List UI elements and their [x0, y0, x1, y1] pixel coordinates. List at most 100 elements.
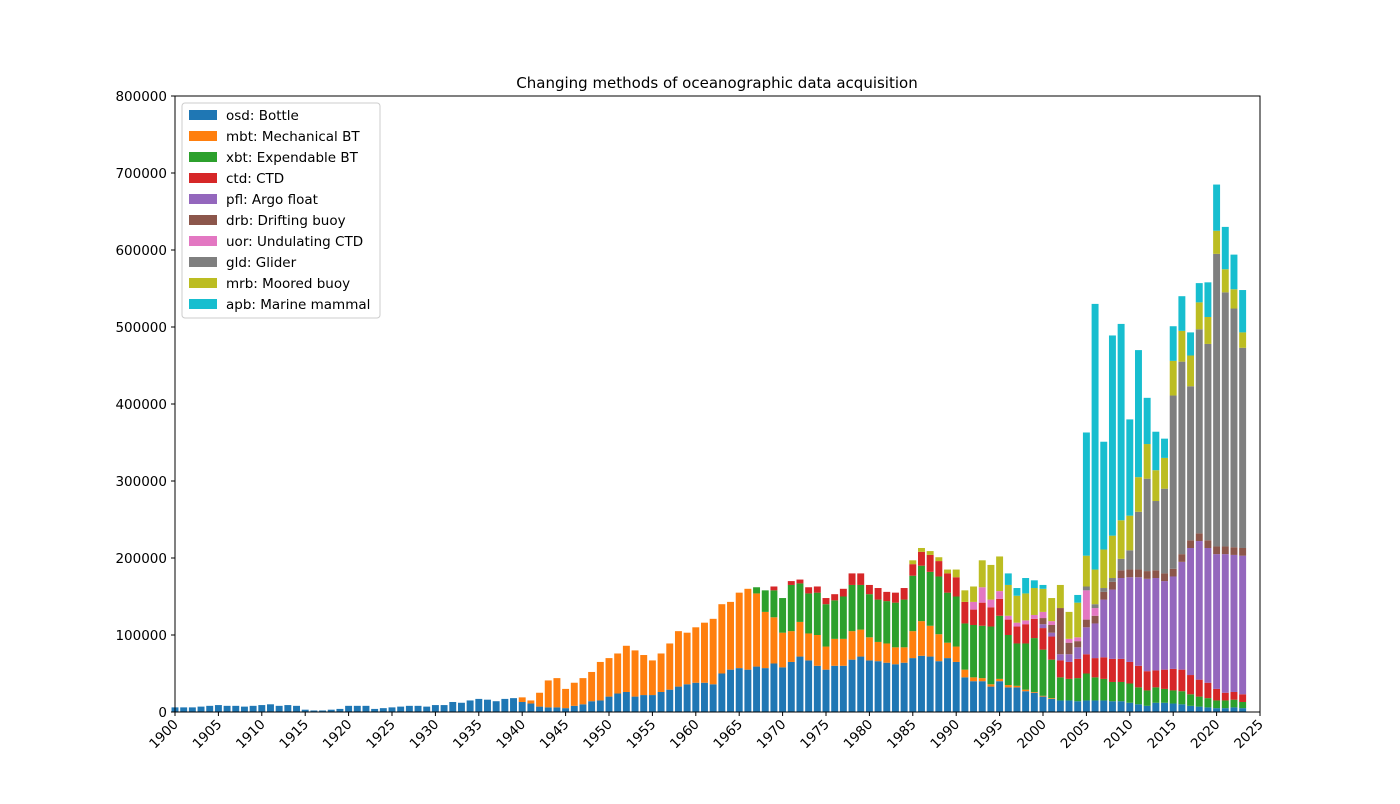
bar-segment-2017-series-7 — [1187, 386, 1195, 541]
bar-segment-1995-series-1 — [996, 678, 1004, 682]
bar-segment-1974-series-0 — [813, 665, 821, 712]
bar-segment-2005-series-7 — [1082, 586, 1090, 591]
bar-segment-1995-series-2 — [996, 615, 1004, 679]
bar-segment-2016-series-2 — [1178, 691, 1186, 705]
bar-segment-1979-series-0 — [857, 656, 865, 712]
bar-segment-1999-series-0 — [1030, 692, 1038, 712]
bar-segment-1966-series-1 — [744, 588, 752, 670]
bar-segment-1992-series-6 — [970, 601, 978, 610]
bar-segment-1903-series-0 — [197, 706, 205, 712]
bar-segment-2001-series-4 — [1048, 632, 1056, 637]
bar-segment-1948-series-1 — [588, 671, 596, 702]
bar-segment-2000-series-9 — [1039, 584, 1047, 589]
y-tick-label: 600000 — [115, 243, 167, 259]
bar-segment-2006-series-0 — [1091, 700, 1099, 712]
bar-segment-1946-series-0 — [570, 705, 578, 712]
bar-segment-2014-series-7 — [1161, 488, 1168, 574]
bar-segment-1997-series-2 — [1013, 643, 1021, 686]
bar-segment-1910-series-0 — [258, 705, 266, 712]
bar-segment-2015-series-3 — [1169, 668, 1177, 691]
bar-segment-1943-series-0 — [544, 707, 552, 712]
bar-segment-1974-series-1 — [813, 635, 821, 666]
bar-segment-1989-series-0 — [944, 658, 951, 712]
bar-segment-2017-series-4 — [1187, 547, 1195, 676]
bar-segment-1973-series-2 — [805, 593, 813, 634]
bar-segment-1941-series-1 — [527, 700, 535, 704]
bar-segment-2013-series-9 — [1152, 431, 1160, 471]
bar-segment-1909-series-0 — [249, 705, 257, 712]
bar-segment-1973-series-1 — [805, 633, 813, 661]
bar-segment-2016-series-0 — [1178, 704, 1186, 712]
bar-segment-2006-series-9 — [1091, 303, 1099, 570]
bar-segment-2001-series-0 — [1048, 698, 1056, 712]
bar-segment-1947-series-1 — [579, 678, 587, 705]
bar-segment-2014-series-8 — [1161, 457, 1168, 489]
bar-segment-1991-series-1 — [961, 669, 969, 678]
bar-segment-1955-series-1 — [648, 660, 656, 696]
bar-segment-1951-series-1 — [614, 653, 622, 694]
bar-segment-1996-series-9 — [1004, 573, 1012, 585]
bar-segment-2014-series-4 — [1161, 581, 1168, 670]
bar-segment-1982-series-3 — [883, 591, 891, 602]
bar-segment-2001-series-3 — [1048, 636, 1056, 660]
bar-segment-1996-series-2 — [1004, 635, 1012, 686]
bar-segment-1990-series-3 — [952, 577, 960, 597]
bar-segment-2013-series-0 — [1152, 702, 1160, 712]
bar-segment-2000-series-0 — [1039, 696, 1047, 712]
bar-segment-2015-series-5 — [1169, 568, 1177, 577]
chart-title: Changing methods of oceanographic data a… — [516, 74, 917, 92]
bar-segment-2005-series-5 — [1082, 619, 1090, 628]
bar-segment-2020-series-0 — [1213, 708, 1221, 712]
bar-segment-2003-series-6 — [1065, 638, 1073, 643]
bar-segment-1991-series-3 — [961, 601, 969, 624]
bar-segment-2020-series-4 — [1213, 554, 1221, 689]
bar-segment-1983-series-2 — [891, 602, 899, 648]
bar-segment-1977-series-2 — [839, 596, 847, 639]
bar-segment-2007-series-7 — [1100, 588, 1108, 592]
bar-segment-1989-series-1 — [944, 642, 951, 659]
bar-segment-2023-series-9 — [1239, 290, 1247, 333]
bar-segment-2009-series-8 — [1117, 520, 1125, 559]
bar-segment-2008-series-3 — [1108, 658, 1116, 682]
bar-segment-2019-series-5 — [1204, 540, 1212, 548]
bar-segment-1902-series-0 — [188, 707, 196, 712]
bar-segment-1975-series-1 — [822, 646, 830, 670]
legend-label: osd: Bottle — [226, 108, 299, 124]
legend-label: mrb: Moored buoy — [226, 276, 350, 292]
bar-segment-2001-series-5 — [1048, 624, 1056, 633]
bar-segment-2007-series-3 — [1100, 657, 1108, 679]
bar-segment-1961-series-1 — [701, 622, 708, 683]
bar-segment-1971-series-1 — [787, 631, 795, 662]
bar-segment-2004-series-2 — [1074, 678, 1082, 702]
bar-segment-1975-series-0 — [822, 669, 830, 712]
bar-segment-2003-series-3 — [1065, 661, 1073, 679]
bar-segment-1933-series-0 — [457, 702, 465, 712]
bar-segment-2023-series-7 — [1239, 347, 1247, 548]
bar-segment-2023-series-8 — [1239, 332, 1247, 348]
bar-segment-1995-series-8 — [996, 556, 1004, 592]
bar-segment-2008-series-2 — [1108, 681, 1116, 702]
bar-segment-1967-series-1 — [753, 593, 761, 667]
bar-segment-2023-series-2 — [1239, 701, 1247, 709]
bar-segment-2011-series-9 — [1135, 350, 1142, 478]
bar-segment-1991-series-8 — [961, 590, 969, 602]
bar-segment-2014-series-5 — [1161, 573, 1168, 582]
bar-segment-2004-series-3 — [1074, 658, 1082, 679]
bar-segment-1993-series-2 — [978, 625, 986, 679]
legend-label: xbt: Expendable BT — [226, 150, 359, 166]
bar-segment-2005-series-2 — [1082, 673, 1090, 701]
bar-segment-1907-series-0 — [232, 705, 240, 712]
bar-segment-1929-series-0 — [423, 706, 431, 712]
bar-segment-1968-series-0 — [761, 668, 769, 712]
bar-segment-1914-series-0 — [293, 705, 300, 712]
bar-segment-1986-series-3 — [918, 551, 925, 566]
bar-segment-1991-series-2 — [961, 623, 969, 670]
legend-swatch — [189, 215, 217, 225]
bar-segment-1978-series-3 — [848, 573, 856, 585]
bar-segment-2009-series-3 — [1117, 658, 1125, 682]
bar-segment-1968-series-1 — [761, 611, 769, 669]
bar-segment-2021-series-2 — [1221, 700, 1229, 709]
bar-segment-1974-series-2 — [813, 592, 821, 635]
bar-segment-1980-series-3 — [865, 584, 873, 595]
bar-segment-1989-series-8 — [944, 569, 951, 574]
